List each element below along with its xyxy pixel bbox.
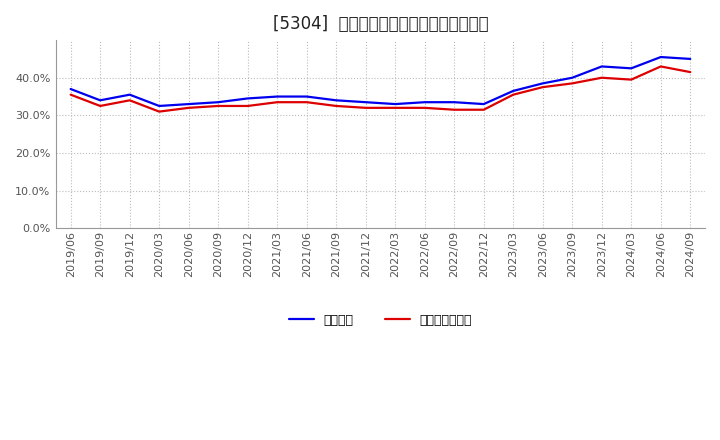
固定比率 — [332, 98, 341, 103]
固定比率 — [657, 55, 665, 60]
固定比率 — [184, 102, 193, 107]
固定比率 — [66, 86, 75, 92]
固定比率 — [539, 81, 547, 86]
Title: [5304]  固定比率、固定長期適合率の推移: [5304] 固定比率、固定長期適合率の推移 — [273, 15, 488, 33]
固定比率 — [598, 64, 606, 69]
Legend: 固定比率, 固定長期適合率: 固定比率, 固定長期適合率 — [289, 314, 472, 326]
固定比率 — [125, 92, 134, 97]
固定長期適合率 — [184, 105, 193, 110]
固定長期適合率 — [302, 99, 311, 105]
固定長期適合率 — [598, 75, 606, 81]
固定長期適合率 — [155, 109, 163, 114]
固定比率 — [96, 98, 104, 103]
固定長期適合率 — [125, 98, 134, 103]
固定長期適合率 — [450, 107, 459, 112]
固定比率 — [627, 66, 636, 71]
固定長期適合率 — [420, 105, 429, 110]
固定長期適合率 — [96, 103, 104, 109]
固定長期適合率 — [391, 105, 400, 110]
固定比率 — [302, 94, 311, 99]
固定比率 — [450, 99, 459, 105]
固定長期適合率 — [332, 103, 341, 109]
固定長期適合率 — [509, 92, 518, 97]
固定比率 — [214, 99, 222, 105]
固定比率 — [243, 96, 252, 101]
固定比率 — [480, 102, 488, 107]
固定長期適合率 — [361, 105, 370, 110]
固定長期適合率 — [480, 107, 488, 112]
固定長期適合率 — [243, 103, 252, 109]
固定比率 — [420, 99, 429, 105]
固定比率 — [686, 56, 695, 62]
固定比率 — [361, 99, 370, 105]
固定比率 — [509, 88, 518, 94]
固定比率 — [273, 94, 282, 99]
固定長期適合率 — [627, 77, 636, 82]
固定長期適合率 — [273, 99, 282, 105]
固定長期適合率 — [214, 103, 222, 109]
固定長期適合率 — [539, 84, 547, 90]
固定比率 — [155, 103, 163, 109]
Line: 固定長期適合率: 固定長期適合率 — [71, 66, 690, 112]
固定長期適合率 — [568, 81, 577, 86]
固定比率 — [391, 102, 400, 107]
固定比率 — [568, 75, 577, 81]
Line: 固定比率: 固定比率 — [71, 57, 690, 106]
固定長期適合率 — [686, 70, 695, 75]
固定長期適合率 — [657, 64, 665, 69]
固定長期適合率 — [66, 92, 75, 97]
